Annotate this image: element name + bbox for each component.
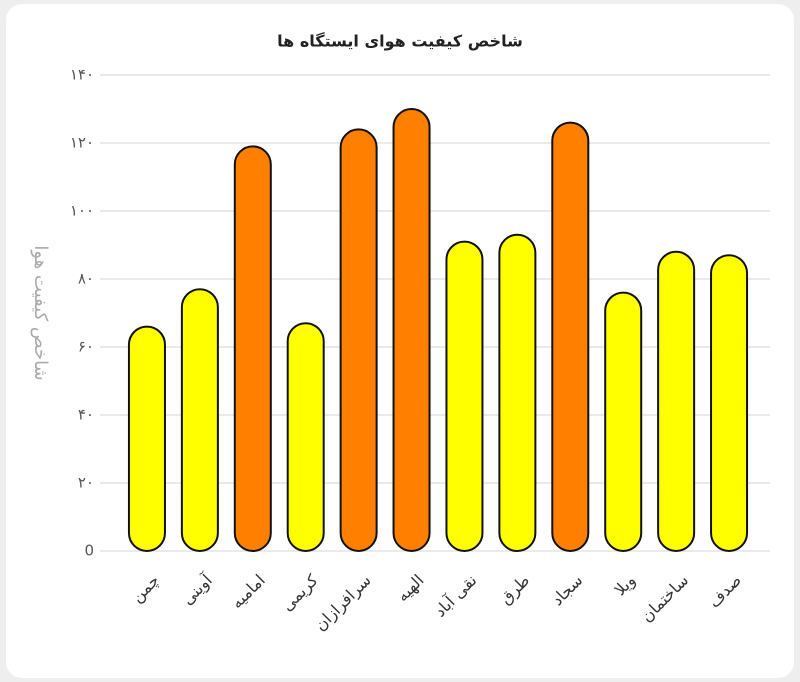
y-tick-label: ۱۲۰	[70, 134, 94, 152]
y-tick-label: ۴۰	[78, 406, 94, 424]
bar	[551, 121, 590, 552]
bar	[604, 291, 643, 552]
bar	[657, 250, 696, 553]
y-tick-label: ۲۰	[78, 474, 94, 492]
y-tick-label: ۱۴۰	[70, 66, 94, 84]
y-tick-label: ۸۰	[78, 270, 94, 288]
bar	[127, 325, 166, 552]
bar	[445, 240, 484, 552]
bar	[710, 254, 749, 552]
y-tick-label: ۱۰۰	[70, 202, 94, 220]
bar	[233, 145, 272, 552]
y-tick-label: 0	[84, 542, 94, 560]
bar	[392, 108, 431, 552]
bar	[180, 288, 219, 552]
chart-title: شاخص کیفیت هوای ایستگاه ها	[277, 32, 523, 51]
bar	[286, 322, 325, 553]
bar	[498, 233, 537, 553]
bar	[339, 128, 378, 552]
y-tick-label: ۶۰	[78, 338, 94, 356]
y-axis-label: شاخص کیفیت هوا	[30, 245, 51, 380]
